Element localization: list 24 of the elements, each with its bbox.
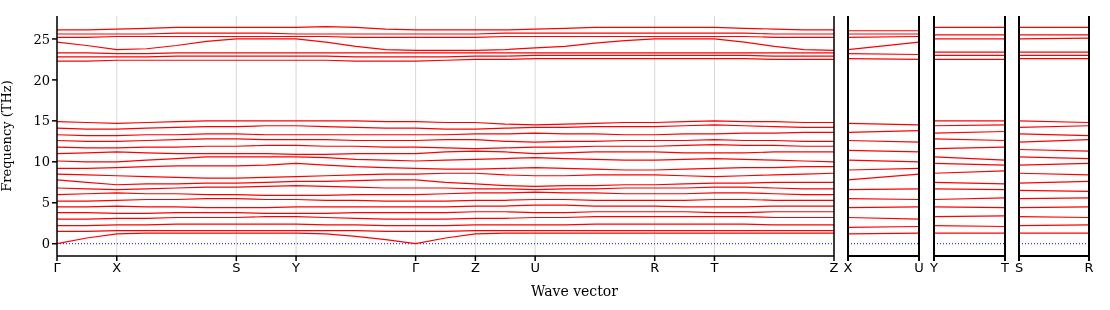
y-tick-label: 0 bbox=[41, 236, 50, 252]
y-tick-label: 15 bbox=[33, 113, 50, 129]
y-tick-label: 5 bbox=[41, 195, 50, 211]
x-tick-label: Γ bbox=[411, 260, 420, 276]
x-tick-label: T bbox=[709, 260, 719, 276]
x-axis-title: Wave vector bbox=[531, 283, 619, 299]
x-tick-label: U bbox=[914, 260, 924, 276]
x-tick-label: T bbox=[1000, 260, 1010, 276]
x-tick-label: U bbox=[530, 260, 540, 276]
x-tick-label: S bbox=[1014, 260, 1024, 276]
x-tick-label: Y bbox=[291, 260, 301, 276]
x-tick-label: Z bbox=[829, 260, 839, 276]
x-tick-label: S bbox=[232, 260, 241, 276]
x-tick-label: Z bbox=[470, 260, 480, 276]
x-tick-label: Y bbox=[929, 260, 939, 276]
x-tick-label: Γ bbox=[53, 260, 62, 276]
x-tick-label: X bbox=[843, 260, 853, 276]
x-tick-label: X bbox=[112, 260, 122, 276]
y-tick-label: 10 bbox=[33, 154, 50, 170]
x-tick-label: R bbox=[1084, 260, 1094, 276]
y-axis-title: Frequency (THz) bbox=[0, 80, 14, 192]
y-tick-label: 25 bbox=[33, 31, 50, 47]
y-tick-label: 20 bbox=[33, 72, 50, 88]
x-tick-label: R bbox=[650, 260, 660, 276]
